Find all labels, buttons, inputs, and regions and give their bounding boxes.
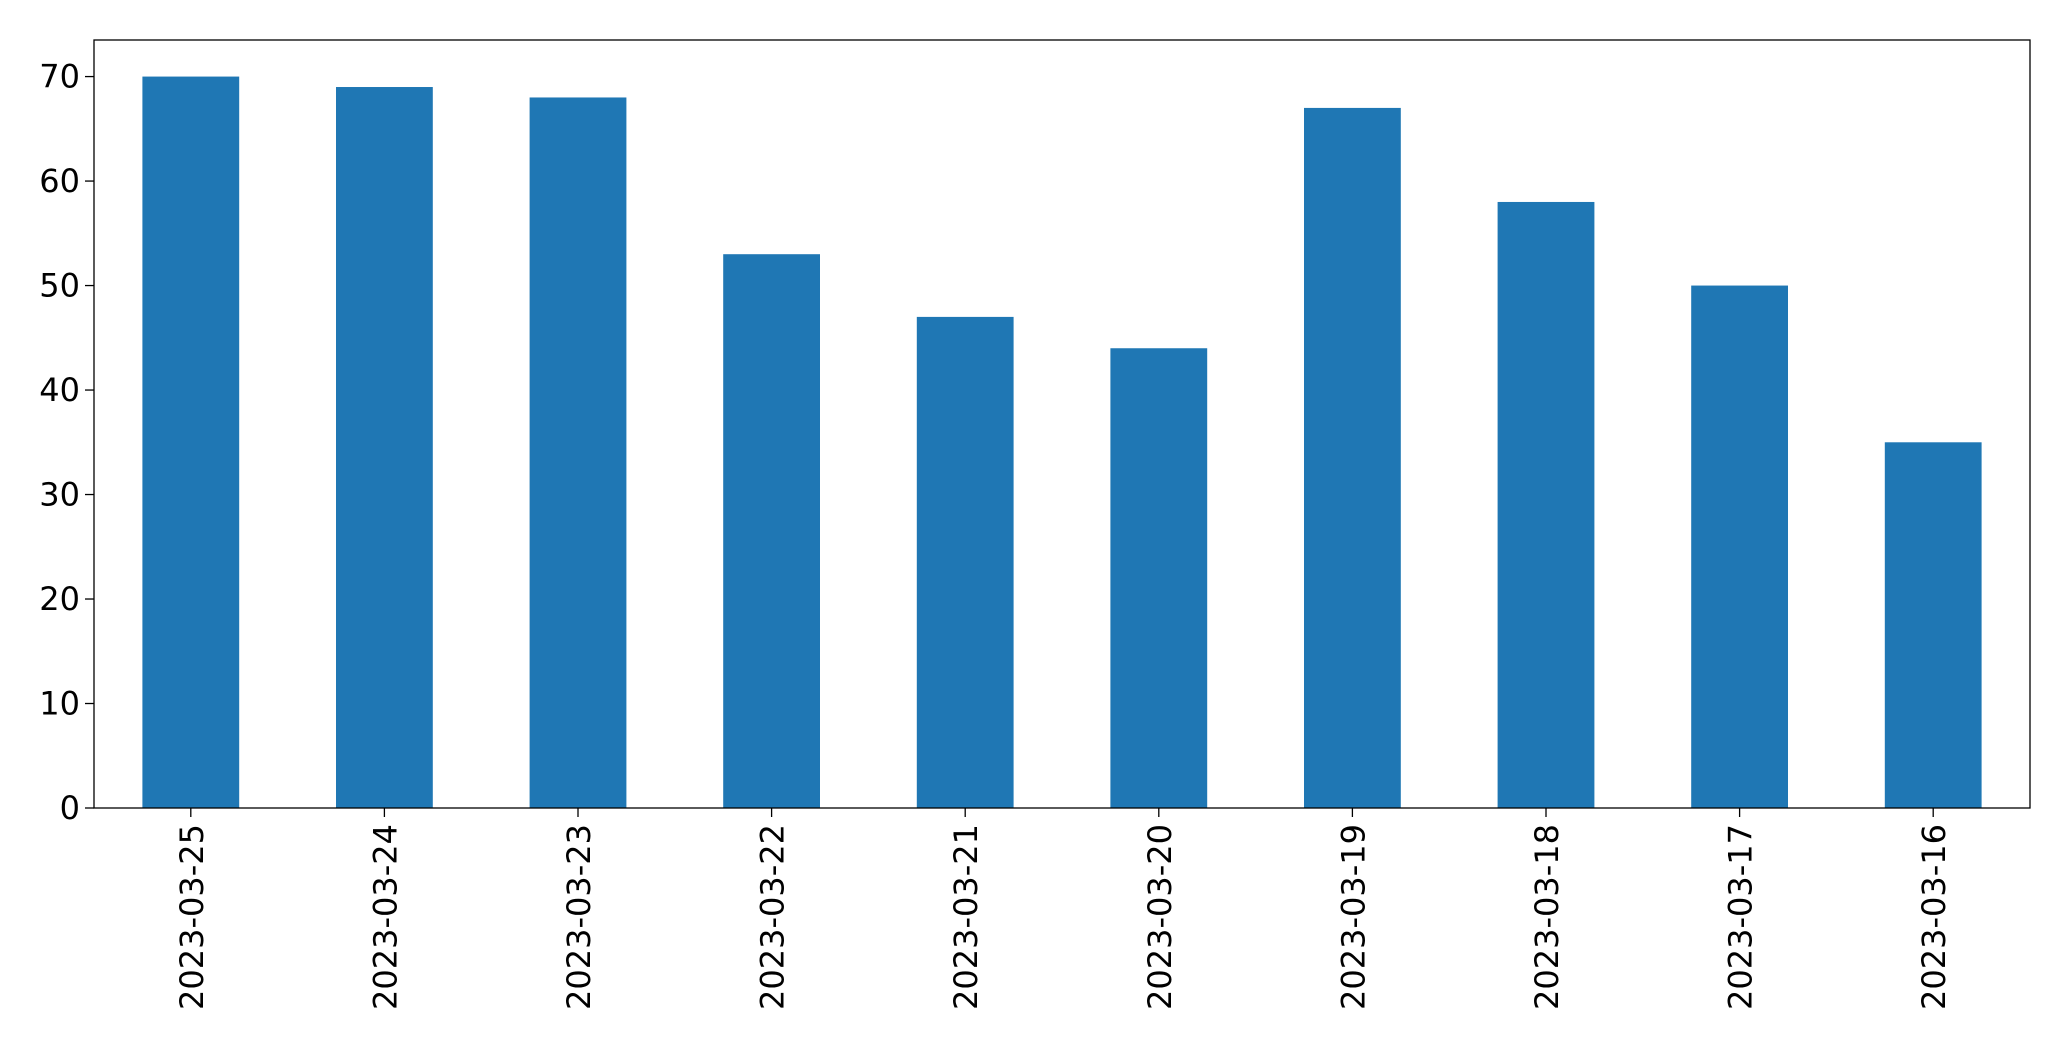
y-tick-label: 20 bbox=[39, 580, 80, 618]
y-tick-label: 30 bbox=[39, 476, 80, 514]
bar bbox=[723, 254, 820, 808]
bar bbox=[1110, 348, 1208, 808]
y-tick-label: 10 bbox=[39, 685, 80, 723]
x-tick-label: 2023-03-16 bbox=[1915, 824, 1953, 1010]
bar bbox=[1304, 107, 1401, 809]
x-tick-label: 2023-03-17 bbox=[1722, 824, 1760, 1010]
x-tick-label: 2023-03-24 bbox=[366, 824, 404, 1010]
y-tick-label: 70 bbox=[39, 58, 80, 96]
y-tick-label: 60 bbox=[39, 162, 80, 200]
bar bbox=[336, 87, 433, 809]
x-tick-label: 2023-03-19 bbox=[1334, 824, 1372, 1010]
plot-frame bbox=[93, 39, 2031, 809]
x-tick-label: 2023-03-20 bbox=[1141, 824, 1179, 1010]
bar bbox=[1884, 442, 1982, 808]
x-tick-label: 2023-03-18 bbox=[1528, 824, 1566, 1010]
y-tick-label: 40 bbox=[39, 371, 80, 409]
bar bbox=[1497, 201, 1595, 809]
bar bbox=[1691, 285, 1788, 808]
x-tick-label: 2023-03-23 bbox=[560, 824, 598, 1010]
x-tick-label: 2023-03-22 bbox=[754, 824, 792, 1010]
bar bbox=[916, 316, 1014, 808]
bar bbox=[529, 97, 627, 809]
x-tick-label: 2023-03-21 bbox=[947, 824, 985, 1010]
y-tick-label: 0 bbox=[60, 789, 80, 827]
y-tick-label: 50 bbox=[39, 267, 80, 305]
bar bbox=[142, 76, 240, 809]
x-tick-label: 2023-03-25 bbox=[173, 824, 211, 1010]
